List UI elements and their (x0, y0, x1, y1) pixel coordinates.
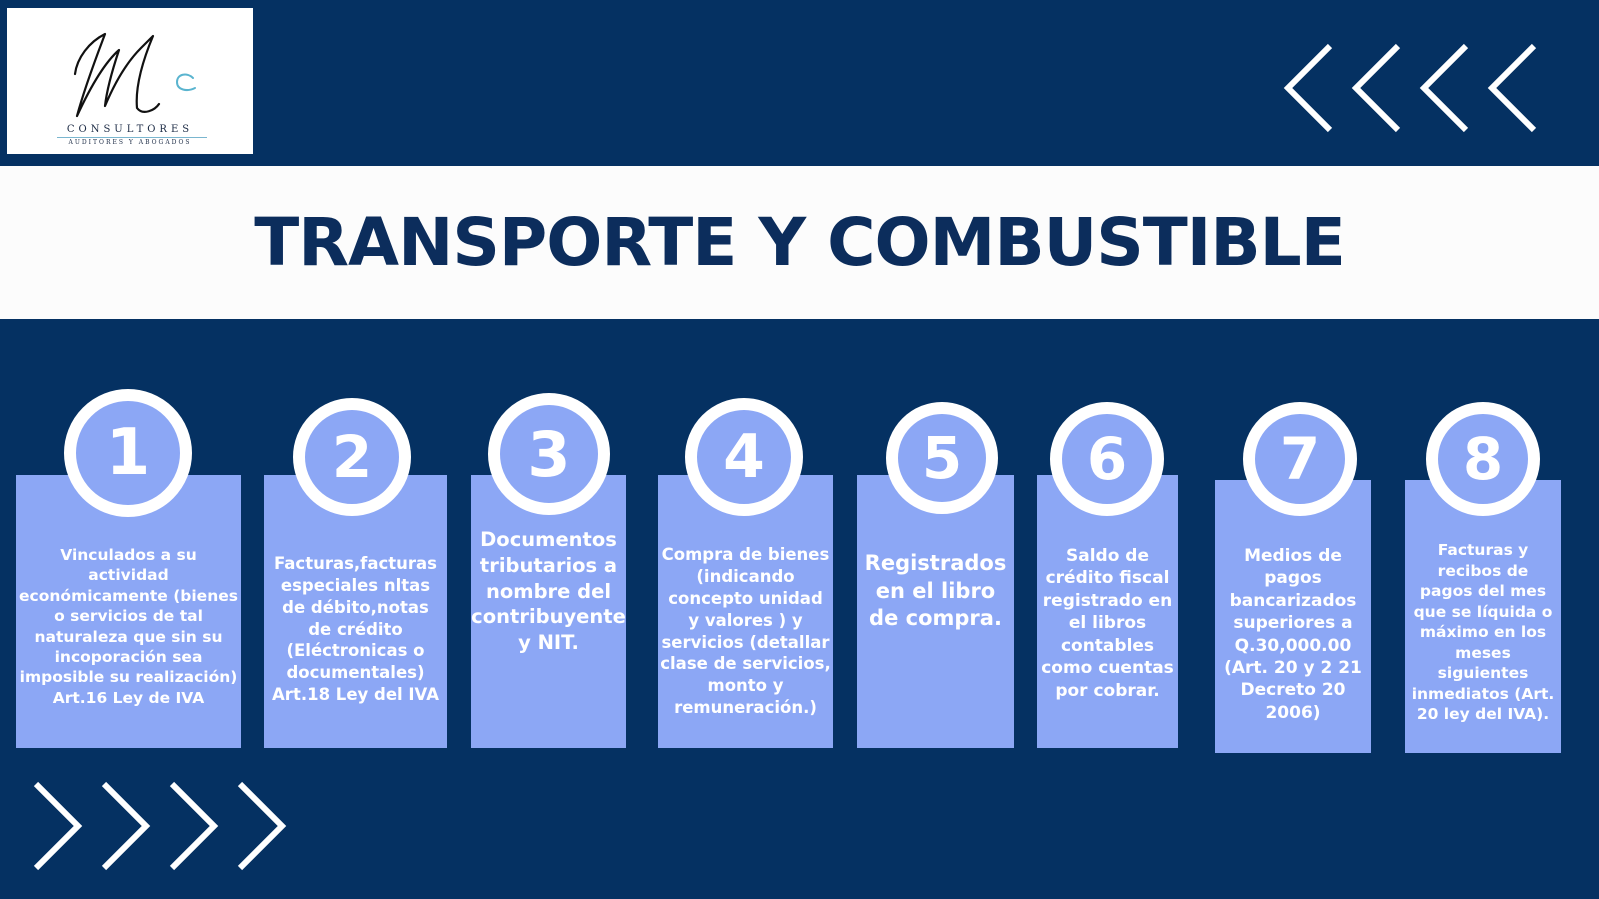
step-number-1: 1 (64, 389, 192, 517)
step-card-1: Vinculados a su actividad económicamente… (16, 475, 241, 748)
step-text-5: Registrados en el libro de compra. (864, 550, 1007, 631)
step-text-2: Facturas,facturas especiales nltas de dé… (272, 554, 439, 704)
step-text-7: Medios de pagos bancarizados superiores … (1224, 545, 1362, 723)
chevron-left-icon (1487, 43, 1537, 133)
step-text-3: Documentos tributarios a nombre del cont… (471, 528, 626, 655)
step-card-7: Medios de pagos bancarizados superiores … (1215, 480, 1371, 753)
page-title: TRANSPORTE Y COMBUSTIBLE (254, 204, 1346, 281)
step-number-4: 4 (685, 398, 803, 516)
chevrons-right-decoration (33, 781, 287, 871)
chevron-left-icon (1419, 43, 1469, 133)
step-card-3: Documentos tributarios a nombre del cont… (471, 475, 626, 748)
chevron-left-icon (1283, 43, 1333, 133)
step-text-1: Vinculados a su actividad económicamente… (19, 545, 238, 707)
step-number-6: 6 (1050, 402, 1164, 516)
chevrons-left-decoration (1283, 43, 1537, 133)
step-card-8: Facturas y recibos de pagos del mes que … (1405, 480, 1561, 753)
step-card-5: Registrados en el libro de compra. (857, 475, 1014, 748)
chevron-left-icon (1351, 43, 1401, 133)
logo-divider (57, 137, 207, 138)
step-text-8: Facturas y recibos de pagos del mes que … (1411, 541, 1555, 724)
company-logo: CONSULTORES AUDITORES Y ABOGADOS (7, 8, 253, 154)
title-band: TRANSPORTE Y COMBUSTIBLE (0, 166, 1599, 319)
step-card-4: Compra de bienes (indicando concepto uni… (658, 475, 833, 748)
step-number-7: 7 (1243, 402, 1357, 516)
step-card-6: Saldo de crédito fiscal registrado en el… (1037, 475, 1178, 748)
chevron-right-icon (237, 781, 287, 871)
chevron-right-icon (101, 781, 151, 871)
step-number-8: 8 (1426, 402, 1540, 516)
chevron-right-icon (169, 781, 219, 871)
logo-company-name: CONSULTORES (66, 124, 194, 135)
step-text-4: Compra de bienes (indicando concepto uni… (660, 545, 831, 717)
logo-signature-mark (73, 32, 196, 118)
step-number-2: 2 (293, 398, 411, 516)
step-text-6: Saldo de crédito fiscal registrado en el… (1041, 545, 1174, 701)
step-number-5: 5 (886, 402, 998, 514)
chevron-right-icon (33, 781, 83, 871)
step-number-3: 3 (488, 393, 610, 515)
step-card-2: Facturas,facturas especiales nltas de dé… (264, 475, 447, 748)
logo-subtitle: AUDITORES Y ABOGADOS (68, 139, 192, 146)
